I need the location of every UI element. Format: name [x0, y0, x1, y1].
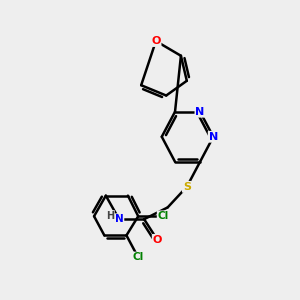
- Text: O: O: [151, 36, 160, 46]
- Text: N: N: [195, 107, 205, 117]
- Text: Cl: Cl: [133, 253, 144, 262]
- Text: N: N: [115, 214, 124, 224]
- Text: O: O: [153, 235, 162, 245]
- Text: N: N: [209, 132, 218, 142]
- Text: Cl: Cl: [158, 211, 169, 221]
- Text: H: H: [106, 211, 114, 221]
- Text: S: S: [183, 182, 191, 192]
